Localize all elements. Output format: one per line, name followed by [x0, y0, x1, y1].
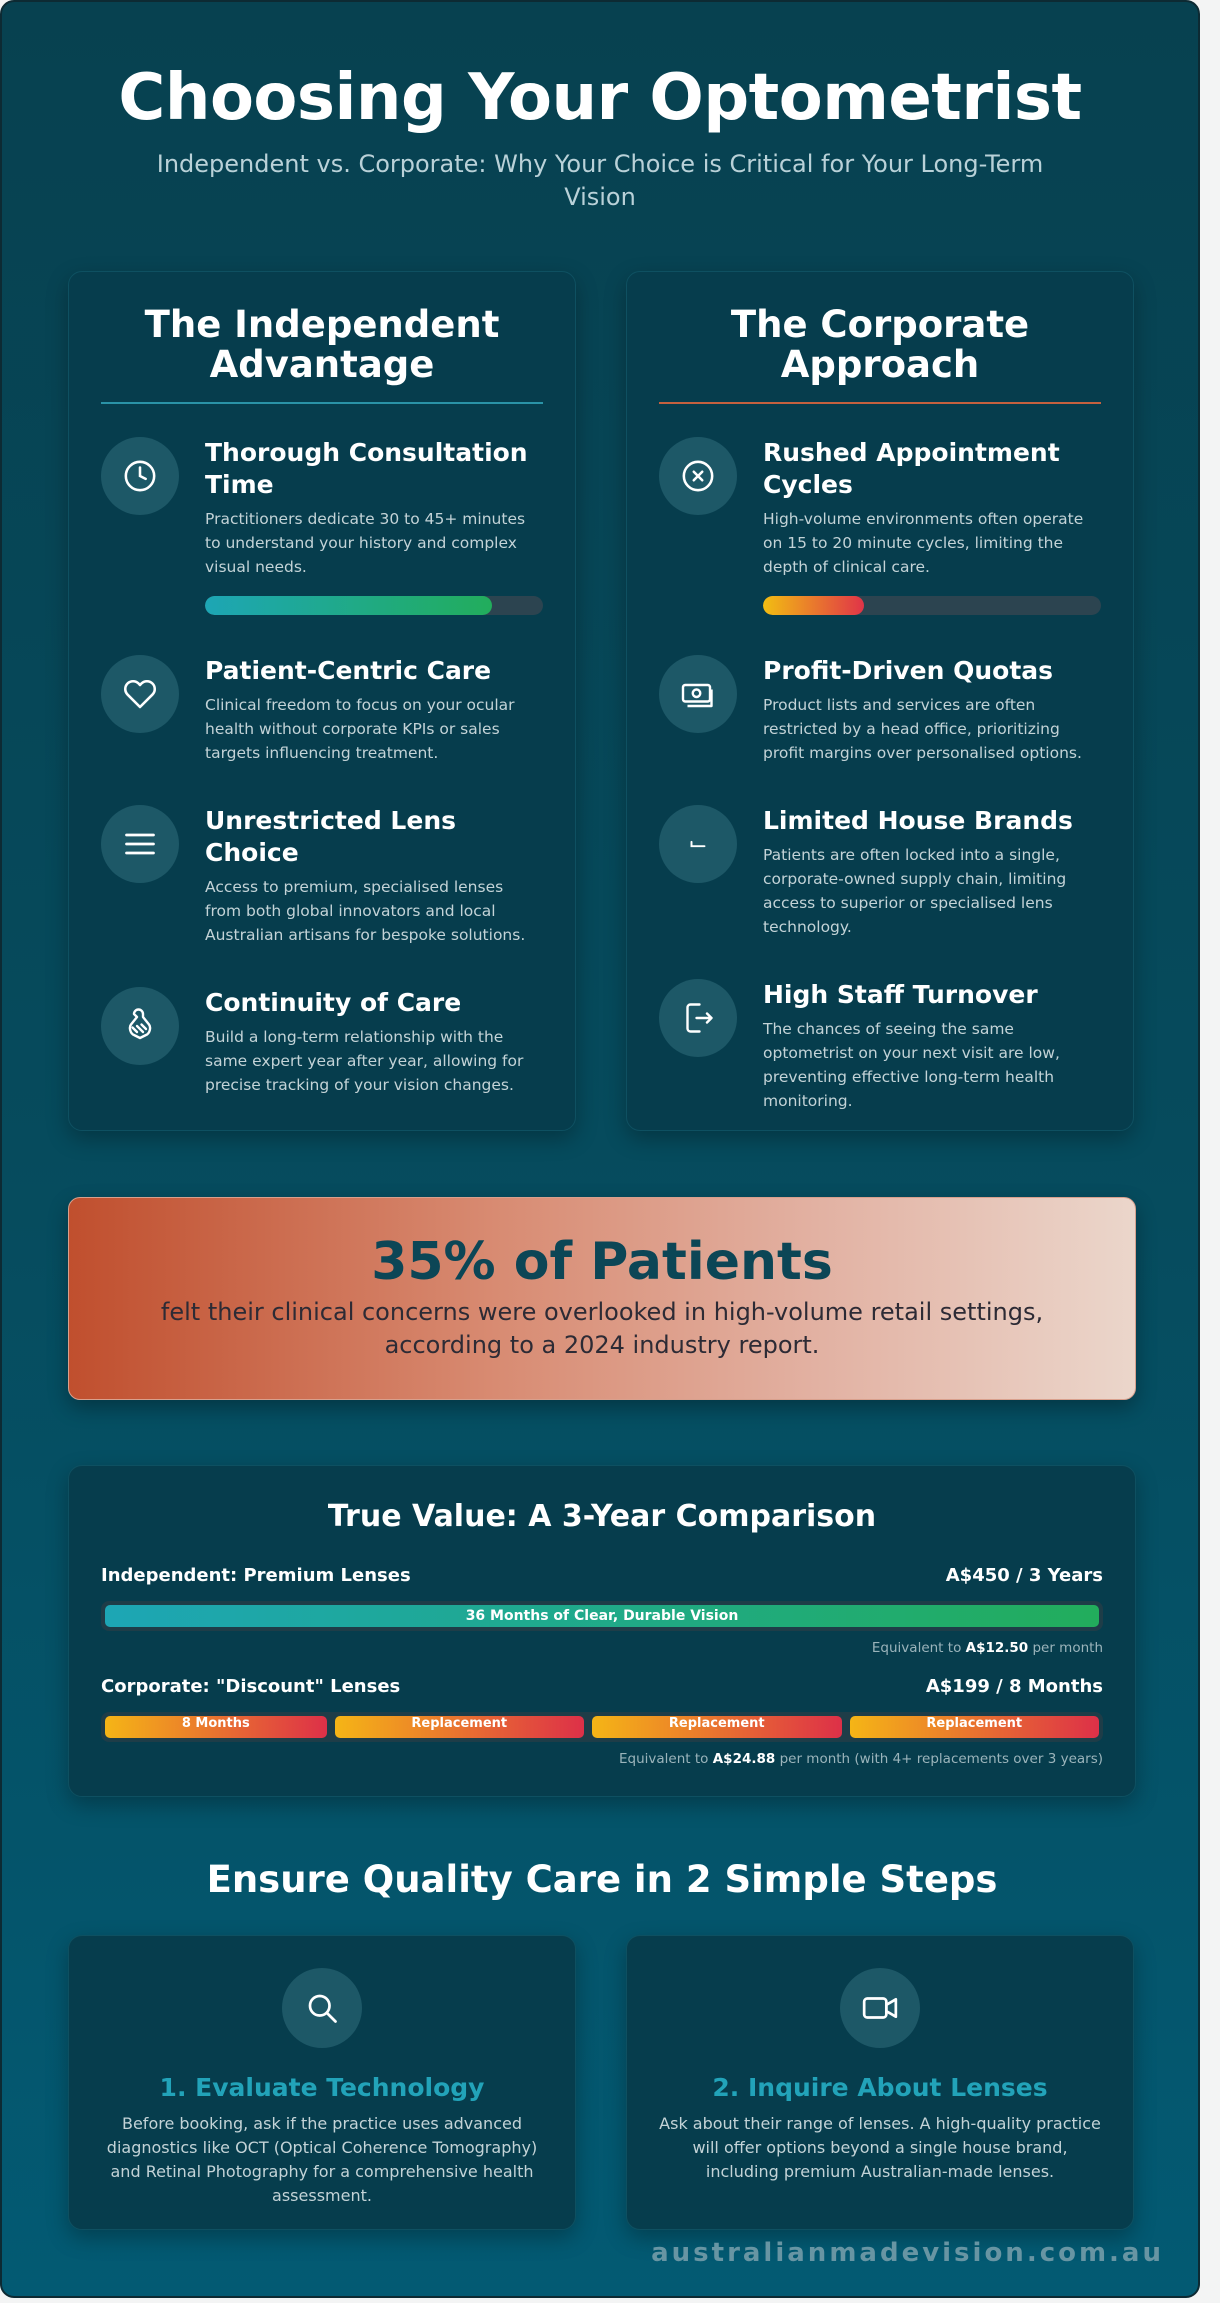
page-title: Choosing Your Optometrist	[118, 61, 1082, 135]
corporate-value-label: Corporate: "Discount" Lenses	[101, 1676, 401, 1697]
value-comparison-card: True Value: A 3-Year Comparison Independ…	[68, 1465, 1136, 1797]
corporate-value-price: A$199 / 8 Months	[925, 1676, 1103, 1697]
step-card-technology: 1. Evaluate Technology Before booking, a…	[68, 1935, 576, 2230]
independent-value-label: Independent: Premium Lenses	[101, 1565, 411, 1586]
independent-title: The Independent Advantage	[144, 303, 500, 386]
menu-icon	[101, 805, 179, 883]
step-title: 1. Evaluate Technology	[159, 2073, 485, 2102]
note-value: A$12.50	[965, 1640, 1029, 1656]
note-prefix: Equivalent to	[619, 1751, 713, 1767]
divider	[659, 402, 1101, 404]
list-item: Profit-Driven Quotas Product lists and s…	[659, 655, 1101, 765]
list-item: Continuity of Care Build a long-term rel…	[101, 987, 543, 1097]
clock-icon	[101, 437, 179, 515]
item-title: Rushed Appointment Cycles	[763, 438, 1060, 499]
note-prefix: Equivalent to	[871, 1640, 966, 1656]
independent-value-note: Equivalent to A$12.50 per month	[101, 1639, 1103, 1657]
list-item: High Staff Turnover The chances of seein…	[659, 979, 1101, 1113]
corporate-card: The Corporate Approach Rushed Appointmen…	[626, 271, 1134, 1131]
item-desc: The chances of seeing the same optometri…	[763, 1020, 1060, 1110]
bar-segment: Replacement	[849, 1716, 1099, 1738]
footer-url: australianmadevision.com.au	[651, 2238, 1164, 2268]
item-desc: Patients are often locked into a single,…	[763, 846, 1067, 936]
heart-icon	[101, 655, 179, 733]
corporate-value-row: Corporate: "Discount" Lenses A$199 / 8 M…	[101, 1675, 1103, 1699]
value-title: True Value: A 3-Year Comparison	[327, 1499, 877, 1534]
step-card-lenses: 2. Inquire About Lenses Ask about their …	[626, 1935, 1134, 2230]
handshake-icon	[101, 987, 179, 1065]
list-item: Thorough Consultation Time Practitioners…	[101, 437, 543, 615]
stat-headline: 35% of Patients	[371, 1232, 833, 1292]
video-icon	[840, 1968, 920, 2048]
stat-text: felt their clinical concerns were overlo…	[160, 1298, 1044, 1359]
note-suffix: per month (with 4+ replacements over 3 y…	[775, 1751, 1103, 1767]
note-value: A$24.88	[712, 1751, 776, 1767]
item-title: Patient-Centric Care	[205, 656, 492, 685]
bar-fill	[205, 596, 493, 615]
independent-value-price: A$450 / 3 Years	[945, 1565, 1103, 1586]
step-desc: Before booking, ask if the practice uses…	[106, 2114, 538, 2205]
list-item: Patient-Centric Care Clinical freedom to…	[101, 655, 543, 765]
x-circle-icon	[659, 437, 737, 515]
item-title: Thorough Consultation Time	[205, 438, 528, 499]
independent-value-bar: 36 Months of Clear, Durable Vision	[101, 1601, 1103, 1631]
stat-banner: 35% of Patients felt their clinical conc…	[68, 1197, 1136, 1400]
step-title: 2. Inquire About Lenses	[712, 2073, 1048, 2102]
exit-icon	[659, 979, 737, 1057]
corporate-value-bar: 8 Months Replacement Replacement Replace…	[101, 1712, 1103, 1742]
corporate-value-note: Equivalent to A$24.88 per month (with 4+…	[101, 1750, 1103, 1768]
return-icon	[659, 805, 737, 883]
header: Choosing Your Optometrist Independent vs…	[2, 2, 1198, 214]
bar-segment: 8 Months	[105, 1716, 327, 1738]
steps-title: Ensure Quality Care in 2 Simple Steps	[206, 1858, 998, 1901]
item-title: Profit-Driven Quotas	[763, 656, 1054, 685]
corporate-title: The Corporate Approach	[730, 303, 1030, 386]
independent-value-row: Independent: Premium Lenses A$450 / 3 Ye…	[101, 1564, 1103, 1588]
appointment-time-bar	[763, 596, 1101, 615]
item-title: High Staff Turnover	[763, 980, 1038, 1009]
item-desc: High-volume environments often operate o…	[763, 510, 1084, 576]
bar-segment: Replacement	[334, 1716, 585, 1738]
independent-card: The Independent Advantage Thorough Consu…	[68, 271, 576, 1131]
item-desc: Product lists and services are often res…	[763, 696, 1082, 762]
list-item: Limited House Brands Patients are often …	[659, 805, 1101, 939]
step-desc: Ask about their range of lenses. A high-…	[659, 2114, 1101, 2181]
note-suffix: per month	[1028, 1640, 1103, 1656]
list-item: Rushed Appointment Cycles High-volume en…	[659, 437, 1101, 615]
page-subtitle: Independent vs. Corporate: Why Your Choi…	[156, 150, 1044, 211]
item-title: Limited House Brands	[763, 806, 1073, 835]
list-item: Unrestricted Lens Choice Access to premi…	[101, 805, 543, 947]
item-desc: Practitioners dedicate 30 to 45+ minutes…	[205, 510, 526, 576]
divider	[101, 402, 543, 404]
item-desc: Access to premium, specialised lenses fr…	[205, 878, 526, 944]
item-desc: Clinical freedom to focus on your ocular…	[205, 696, 515, 762]
item-title: Unrestricted Lens Choice	[205, 806, 457, 867]
search-icon	[282, 1968, 362, 2048]
consultation-time-bar	[205, 596, 543, 615]
item-title: Continuity of Care	[205, 988, 462, 1017]
bar-fill	[763, 596, 865, 615]
money-icon	[659, 655, 737, 733]
item-desc: Build a long-term relationship with the …	[205, 1028, 524, 1094]
bar-segment: 36 Months of Clear, Durable Vision	[105, 1605, 1099, 1627]
bar-segment: Replacement	[592, 1716, 842, 1738]
